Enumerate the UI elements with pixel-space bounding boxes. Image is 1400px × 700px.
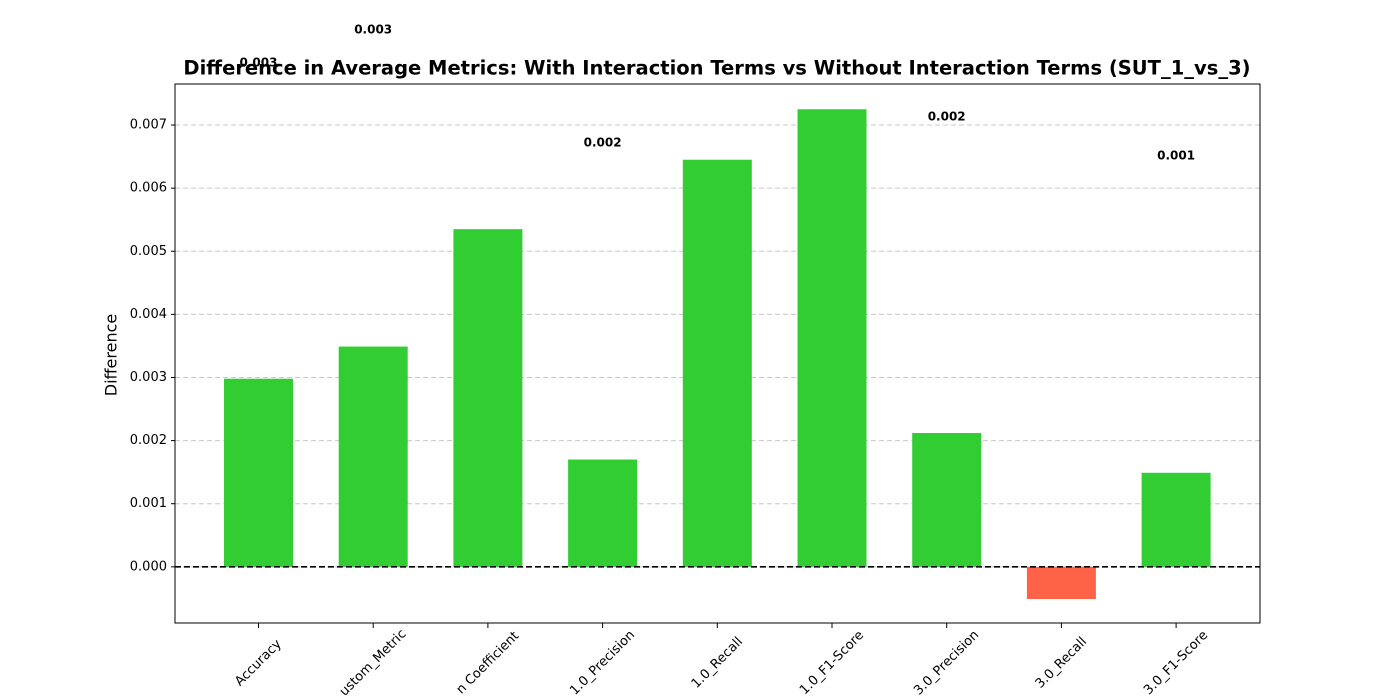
- bar: [453, 229, 523, 567]
- x-tick-label: 3.0_Recall: [1033, 634, 1090, 691]
- y-tick-label: 0.000: [130, 559, 167, 574]
- bar: [797, 109, 867, 567]
- y-tick-label: 0.001: [130, 496, 167, 511]
- x-tick-label: n Coefficient: [454, 629, 523, 698]
- y-tick-label: 0.006: [130, 181, 167, 196]
- bar: [912, 433, 982, 567]
- x-tick-label: 1.0_Recall: [689, 634, 746, 691]
- plot-frame: [174, 83, 1261, 624]
- y-tick-label: 0.004: [130, 307, 167, 322]
- x-tick-label: Accuracy: [232, 636, 285, 689]
- bar: [338, 346, 408, 567]
- bar: [682, 159, 752, 567]
- y-tick-label: 0.002: [130, 433, 167, 448]
- value-label: 0.002: [928, 110, 966, 124]
- bar: [568, 459, 638, 567]
- value-label: 0.002: [584, 136, 622, 150]
- value-label: 0.003: [240, 56, 278, 70]
- x-tick-label: 1.0_F1-Score: [797, 628, 867, 698]
- y-axis-label: Difference: [102, 314, 121, 396]
- bar: [224, 378, 293, 567]
- value-label: 0.003: [354, 23, 392, 37]
- y-tick-label: 0.003: [130, 370, 167, 385]
- x-tick-label: 3.0_F1-Score: [1141, 628, 1211, 698]
- bar: [1026, 566, 1096, 600]
- x-tick-label: 3.0_Precision: [911, 628, 982, 699]
- y-tick-label: 0.005: [130, 244, 167, 259]
- chart-title: Difference in Average Metrics: With Inte…: [183, 57, 1250, 80]
- value-label: 0.001: [1157, 149, 1195, 163]
- x-tick-label: 1.0_Precision: [567, 628, 638, 699]
- bar: [1141, 472, 1211, 567]
- x-tick-label: ustom_Metric: [337, 627, 410, 700]
- y-tick-label: 0.007: [130, 118, 167, 133]
